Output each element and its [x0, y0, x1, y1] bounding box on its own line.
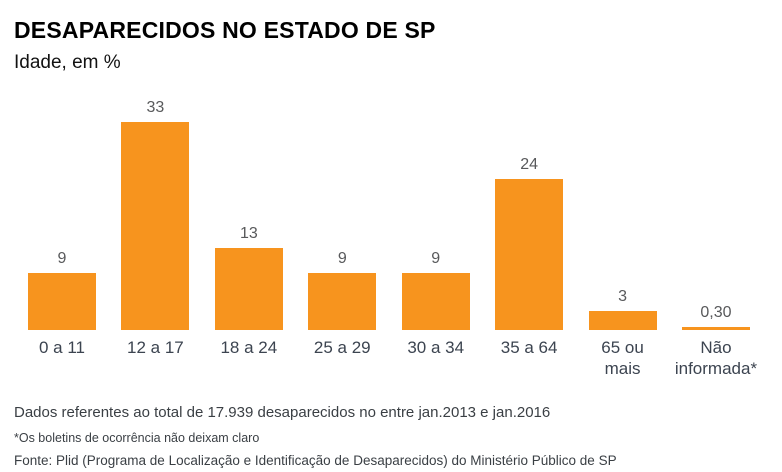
bar-column: 13 18 a 24	[214, 88, 283, 379]
category-label: 0 a 11	[38, 338, 85, 357]
bar	[681, 327, 750, 330]
bar-value-label: 9	[431, 250, 441, 267]
asterisk-note: *Os boletins de ocorrência não deixam cl…	[14, 431, 260, 445]
bar-column: 0,30 Não informada*	[675, 88, 757, 379]
bar-value-label: 13	[239, 225, 258, 242]
category-label: 65 ou mais	[601, 338, 644, 378]
bar	[121, 122, 190, 330]
bar-area: 33	[121, 88, 190, 330]
bar-area: 9	[28, 88, 96, 330]
category-label: 30 a 34	[407, 338, 465, 357]
bar-area: 13	[214, 88, 283, 330]
category-label: Não informada*	[674, 338, 758, 378]
bar-column: 9 25 a 29	[308, 88, 377, 379]
bar	[588, 311, 657, 330]
bar-value-label: 9	[57, 250, 67, 267]
bar	[28, 273, 96, 330]
data-reference-note: Dados referentes ao total de 17.939 desa…	[14, 404, 551, 421]
category-label: 25 a 29	[313, 338, 371, 357]
bar	[308, 273, 377, 330]
source-note: Fonte: Plid (Programa de Localização e I…	[14, 453, 617, 468]
bar-column: 24 35 a 64	[495, 88, 564, 379]
bar-value-label: 0,30	[700, 304, 732, 321]
bar	[495, 179, 564, 330]
bar-value-label: 33	[146, 99, 165, 116]
bar-column: 3 65 ou mais	[588, 88, 657, 379]
bar-area: 24	[495, 88, 564, 330]
bar-column: 33 12 a 17	[121, 88, 190, 379]
bar-area: 9	[401, 88, 470, 330]
bar	[214, 248, 283, 330]
bar-column: 9 0 a 11	[28, 88, 96, 379]
chart-title: DESAPARECIDOS NO ESTADO DE SP	[14, 17, 436, 43]
bar-column: 9 30 a 34	[401, 88, 470, 379]
bar-value-label: 24	[520, 156, 538, 173]
category-label: 18 a 24	[220, 338, 278, 357]
bar-area: 9	[308, 88, 377, 330]
bar-area: 3	[588, 88, 657, 330]
bar-chart: 9 0 a 11 33 12 a 17 13 18 a 24 9 25 a 29 9 30 a 3…	[28, 88, 757, 379]
chart-subtitle: Idade, em %	[14, 52, 121, 73]
category-label: 35 a 64	[500, 338, 558, 357]
bar	[401, 273, 470, 330]
bar-value-label: 9	[337, 250, 347, 267]
footer: Dados referentes ao total de 17.939 desa…	[14, 404, 617, 468]
bar-area: 0,30	[681, 88, 750, 330]
category-label: 12 a 17	[127, 338, 184, 357]
bar-value-label: 3	[618, 288, 627, 305]
